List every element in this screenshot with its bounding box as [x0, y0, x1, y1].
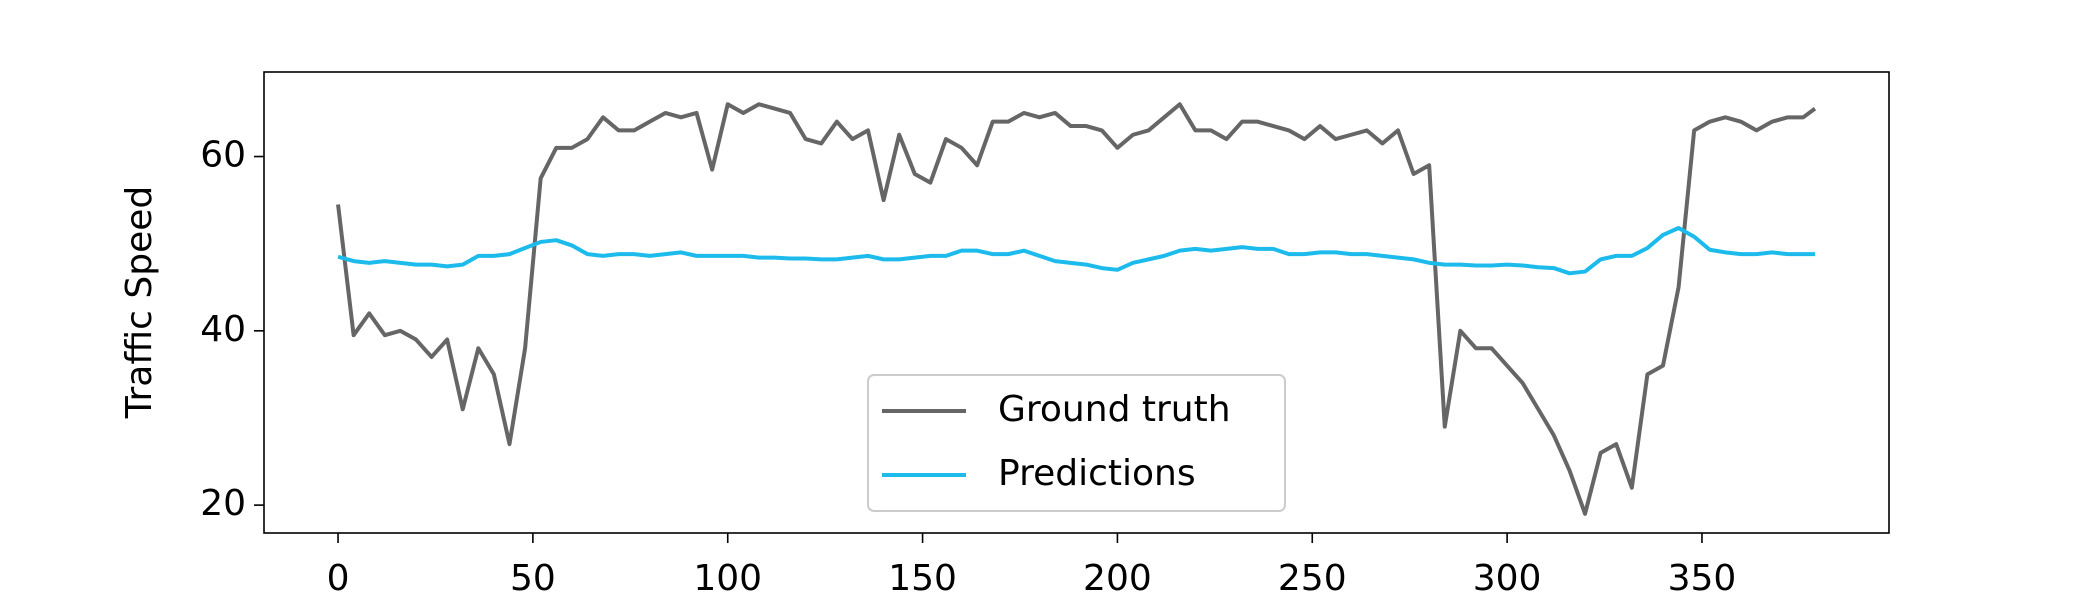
- x-tick-label: 350: [1668, 558, 1737, 599]
- y-axis-label: Traffic Speed: [119, 186, 160, 419]
- x-tick-label: 200: [1083, 558, 1152, 599]
- x-tick-label: 0: [327, 558, 350, 599]
- x-tick-label: 50: [510, 558, 556, 599]
- y-tick-label: 40: [200, 309, 246, 350]
- series-line: [336, 102, 1817, 516]
- y-tick-label: 20: [200, 483, 246, 524]
- x-tick-label: 300: [1473, 558, 1542, 599]
- x-tick-label: 100: [693, 558, 762, 599]
- legend-label: Ground truth: [998, 389, 1231, 430]
- series-line: [337, 225, 1815, 276]
- y-tick-label: 60: [200, 135, 246, 176]
- x-tick-label: 250: [1278, 558, 1347, 599]
- legend-label: Predictions: [998, 453, 1196, 494]
- legend-box: [867, 374, 1286, 512]
- x-tick-label: 150: [888, 558, 957, 599]
- plot-frame: [263, 71, 1890, 534]
